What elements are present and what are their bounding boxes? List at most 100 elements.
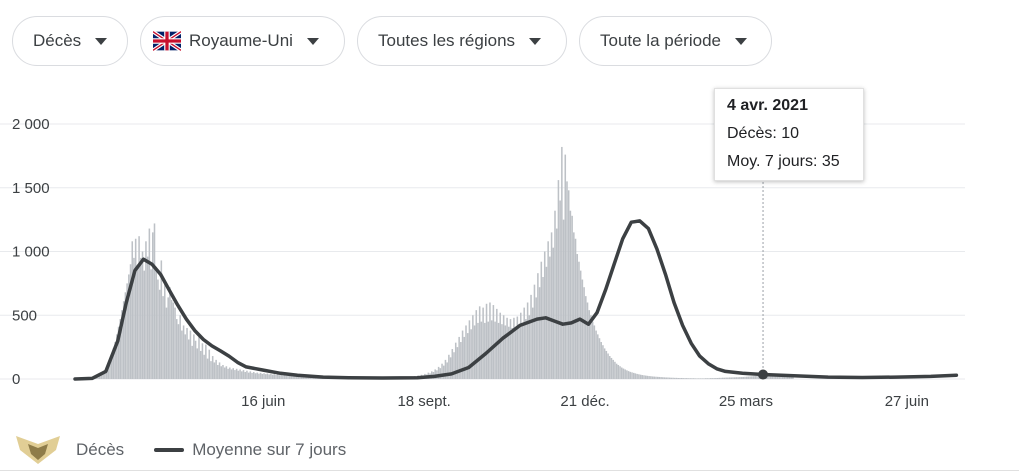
bar (121, 310, 123, 379)
region-dropdown[interactable]: Toutes les régions (357, 16, 567, 66)
bar (597, 334, 599, 379)
bar (742, 376, 745, 379)
bar (564, 154, 567, 379)
bar (660, 377, 662, 379)
bar (134, 238, 137, 379)
bar (598, 338, 601, 379)
bar (244, 371, 246, 379)
bar (514, 326, 517, 379)
bar (280, 374, 282, 379)
bar (191, 345, 193, 379)
bar (632, 372, 635, 379)
bar (437, 366, 440, 379)
region-dropdown-label: Toutes les régions (378, 31, 516, 50)
bar (523, 307, 525, 379)
bar (227, 368, 229, 379)
bar (475, 310, 478, 379)
bar (501, 324, 503, 379)
bar (591, 321, 594, 379)
bar (110, 354, 113, 379)
bar (290, 375, 293, 379)
bar (189, 330, 192, 379)
bar (170, 299, 173, 379)
y-tick-label: 0 (12, 371, 20, 388)
country-dropdown[interactable]: Royaume-Uni (140, 16, 345, 66)
bar (739, 377, 741, 379)
bar (124, 292, 127, 379)
bar (778, 375, 780, 379)
bar (737, 377, 739, 379)
tooltip-average: Moy. 7 jours: 35 (727, 153, 840, 170)
chart-tooltip: 4 avr. 2021 Décès: 10 Moy. 7 jours: 35 (714, 88, 864, 181)
bar (776, 375, 779, 379)
bar (283, 374, 286, 379)
bar (603, 348, 606, 379)
bar (478, 306, 481, 379)
tooltip-deaths: Décès: 10 (727, 125, 800, 142)
bar (679, 377, 681, 379)
bar (658, 376, 661, 379)
chart-legend: Décès Moyenne sur 7 jours (10, 430, 346, 470)
bar (614, 361, 616, 379)
bar (692, 378, 695, 379)
deaths-chart[interactable]: 0 500 1 000 1 500 2 000 16 juin 18 sept. 21 déc… (0, 80, 1019, 420)
bar (607, 353, 609, 379)
bar (723, 377, 726, 379)
chart-line (73, 219, 959, 381)
bar (179, 315, 181, 379)
bar (259, 372, 262, 379)
bar (282, 375, 284, 379)
bar (672, 377, 674, 379)
bar (585, 296, 587, 379)
bar (773, 375, 775, 379)
bar (516, 316, 519, 379)
bar (155, 266, 157, 379)
bar (184, 334, 187, 379)
bar (472, 315, 474, 379)
bar (733, 377, 736, 379)
bar (297, 375, 300, 379)
bar (696, 378, 698, 379)
bar (612, 359, 614, 379)
bar (273, 374, 276, 379)
bar (610, 357, 613, 379)
x-tick-label: 27 juin (885, 393, 929, 410)
chevron-down-icon (734, 37, 747, 45)
bar (745, 376, 748, 379)
period-dropdown[interactable]: Toute la période (579, 16, 772, 66)
bar (675, 377, 678, 379)
bar (674, 377, 676, 379)
bar (449, 357, 452, 379)
bar (711, 378, 714, 379)
bar (225, 366, 228, 379)
bar (701, 378, 703, 379)
bar (187, 339, 190, 379)
bar (620, 367, 623, 379)
bar (504, 325, 507, 379)
bar (644, 375, 647, 379)
bar (309, 376, 312, 379)
bar (721, 377, 724, 379)
bar (112, 348, 115, 379)
bar (545, 266, 548, 379)
bar (203, 354, 205, 379)
metric-dropdown[interactable]: Décès (12, 16, 128, 66)
bar (576, 254, 579, 379)
bar (261, 373, 264, 379)
chevron-down-icon (306, 37, 319, 45)
chevron-down-icon (529, 37, 542, 45)
bar (263, 373, 265, 379)
y-tick-label: 2 000 (12, 116, 50, 133)
bar (174, 307, 176, 379)
bar (208, 349, 211, 379)
bar (768, 375, 770, 379)
bar (100, 374, 103, 379)
bar (535, 297, 537, 379)
y-tick-label: 1 500 (12, 180, 50, 197)
bar (751, 376, 753, 379)
bar (133, 257, 135, 379)
bar (595, 330, 597, 379)
bar (164, 279, 166, 379)
bar (465, 325, 467, 379)
bar (639, 374, 642, 379)
